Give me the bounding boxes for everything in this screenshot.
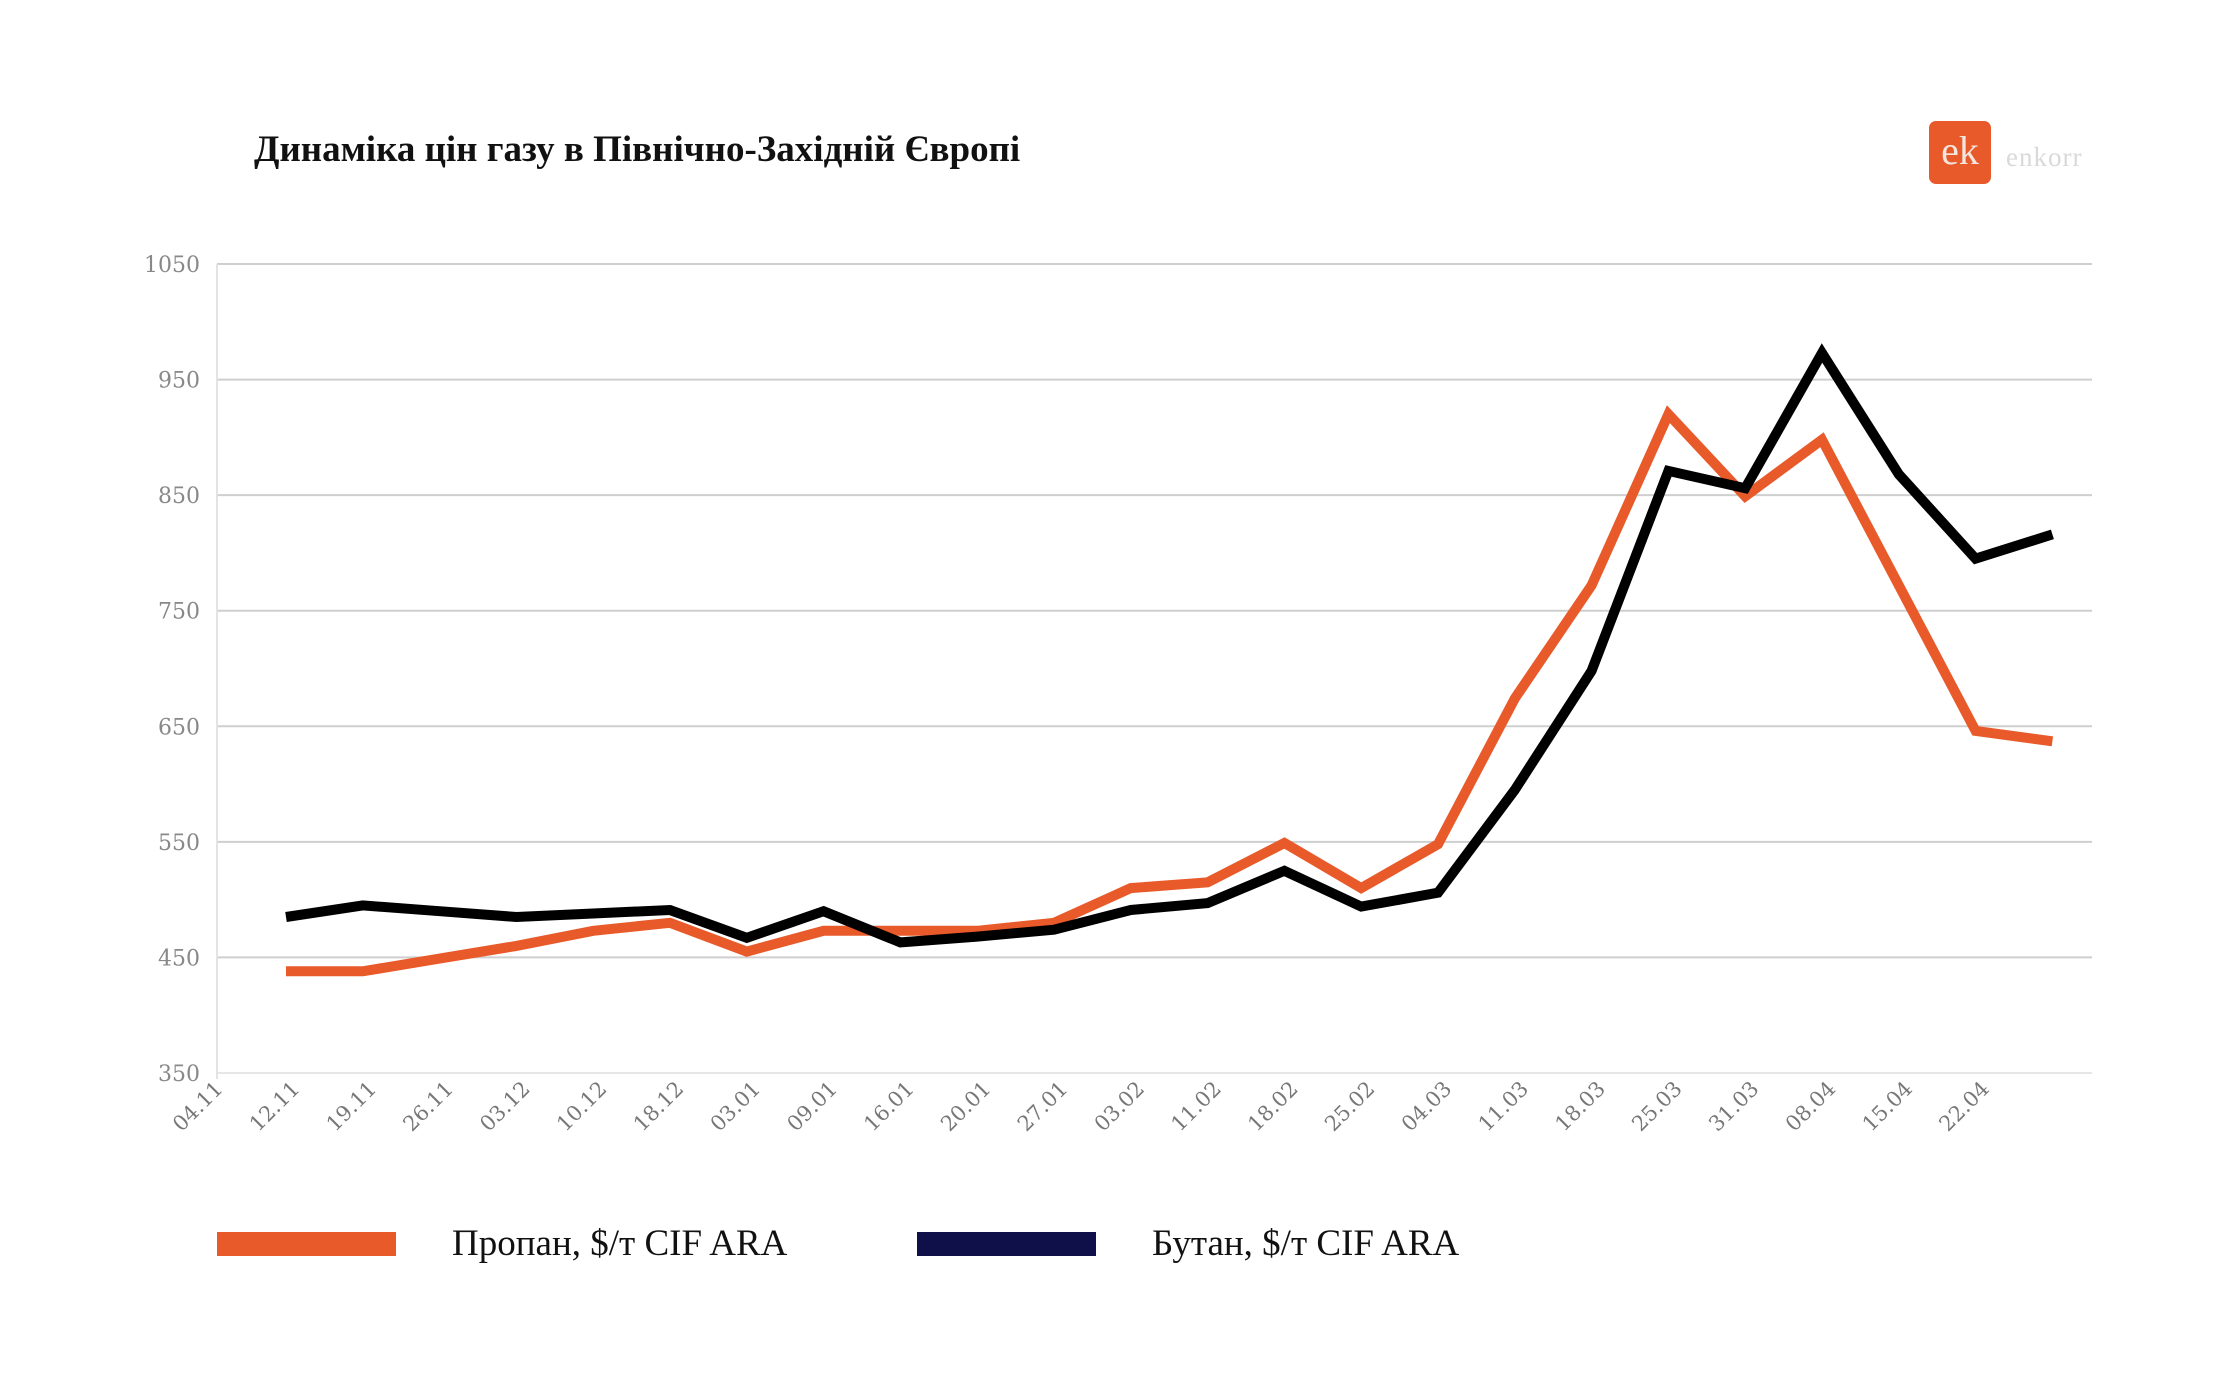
x-tick-label: 09.01 xyxy=(782,1077,841,1136)
x-tick-label: 20.01 xyxy=(936,1077,995,1136)
x-tick-label: 31.03 xyxy=(1704,1077,1763,1136)
y-tick-label: 850 xyxy=(158,484,200,509)
x-tick-label: 03.02 xyxy=(1090,1077,1149,1136)
x-tick-label: 15.04 xyxy=(1858,1077,1917,1136)
x-tick-label: 12.11 xyxy=(245,1077,304,1136)
x-tick-label: 18.02 xyxy=(1243,1077,1302,1136)
x-tick-label: 26.11 xyxy=(398,1077,457,1136)
y-tick-label: 1050 xyxy=(144,253,200,278)
x-tick-label: 03.01 xyxy=(706,1077,765,1136)
x-tick-label: 18.12 xyxy=(629,1077,688,1136)
x-tick-label: 27.01 xyxy=(1013,1077,1072,1136)
x-tick-label: 08.04 xyxy=(1781,1077,1840,1136)
enkorr-logo-text: enkorr xyxy=(2006,142,2083,172)
y-tick-label: 950 xyxy=(158,369,200,394)
legend-item-propane: Пропан, $/т CIF ARA xyxy=(217,1222,787,1265)
legend-label-butane: Бутан, $/т CIF ARA xyxy=(1152,1223,1460,1264)
x-tick-label: 25.02 xyxy=(1320,1077,1379,1136)
legend-item-butane: Бутан, $/т CIF ARA xyxy=(917,1222,1459,1265)
x-tick-label: 04.03 xyxy=(1397,1077,1456,1136)
x-tick-label: 11.03 xyxy=(1474,1077,1533,1136)
x-tick-label: 10.12 xyxy=(552,1077,611,1136)
series-line-butane xyxy=(285,343,2054,948)
x-tick-label: 19.11 xyxy=(322,1077,381,1136)
y-tick-label: 450 xyxy=(158,946,200,971)
y-tick-label: 550 xyxy=(158,831,200,856)
x-tick-label: 22.04 xyxy=(1934,1077,1993,1136)
legend-label-propane: Пропан, $/т CIF ARA xyxy=(452,1223,788,1264)
y-tick-label: 650 xyxy=(158,715,200,740)
y-tick-label: 350 xyxy=(158,1062,200,1087)
x-tick-label: 03.12 xyxy=(475,1077,534,1136)
chart-title: Динаміка цін газу в Північно-Західній Єв… xyxy=(254,129,1021,170)
x-tick-label: 16.01 xyxy=(859,1077,918,1136)
y-tick-label: 750 xyxy=(158,600,200,625)
x-tick-label: 18.03 xyxy=(1550,1077,1609,1136)
x-tick-label: 11.02 xyxy=(1166,1077,1225,1136)
series-line-propane xyxy=(286,405,2054,977)
enkorr-logo-mark: ek xyxy=(1929,121,1991,184)
legend-swatch-propane xyxy=(217,1231,396,1256)
legend-swatch-butane xyxy=(917,1231,1096,1256)
x-tick-label: 25.03 xyxy=(1627,1077,1686,1136)
